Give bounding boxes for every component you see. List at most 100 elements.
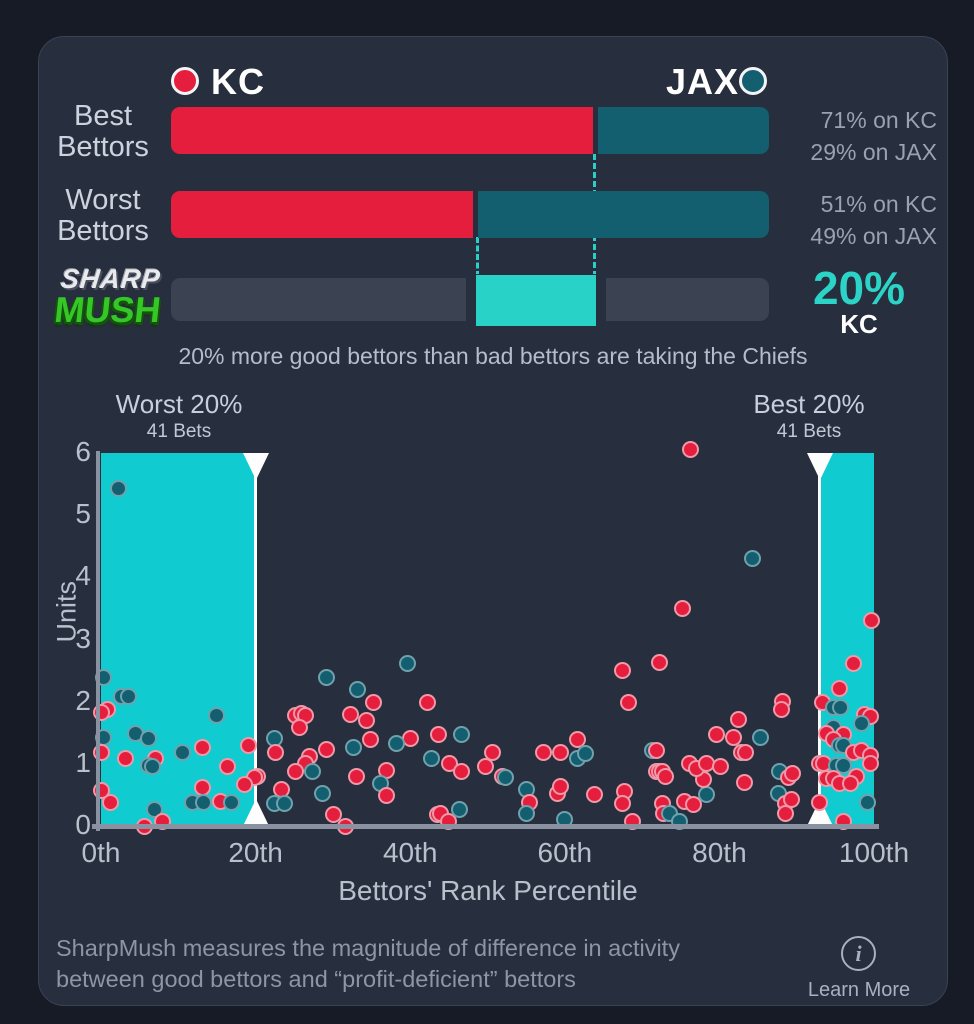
x-tick-40th: 40th (382, 837, 438, 868)
scatter-dot-kc (429, 726, 447, 744)
footer-line2: between good bettors and “profit-deficie… (56, 966, 576, 992)
scatter-plot (92, 441, 881, 835)
scatter-dot-jax (858, 793, 876, 811)
best-band-subtitle: 41 Bets (776, 421, 842, 442)
kc-legend-dot-icon (171, 67, 199, 95)
caption: 20% more good bettors than bad bettors a… (178, 343, 808, 369)
scatter-dot-kc (240, 737, 258, 755)
scatter-dot-kc (861, 755, 879, 773)
worst-bettors-kc-segment (171, 191, 474, 238)
worst-bettors-side-text: 51% on KC 49% on JAX (717, 188, 937, 252)
scatter-dot-kc (614, 662, 632, 680)
worst-bettors-label: Worst Bettors (57, 184, 149, 247)
info-icon[interactable]: i (841, 936, 876, 971)
best-bettors-jax-segment (598, 107, 769, 154)
worst-kc-pct-text: 51% on KC (820, 191, 937, 217)
scatter-dot-jax (314, 785, 332, 803)
worst-jax-pct-text: 49% on JAX (810, 223, 937, 249)
y-tick-6: 6 (75, 436, 91, 467)
y-tick-4: 4 (75, 560, 91, 592)
scatter-dot-kc (452, 762, 470, 780)
scatter-dot-jax (751, 729, 769, 747)
scatter-dot-jax (451, 801, 469, 819)
scatter-dot-kc (402, 729, 420, 747)
scatter-dot-kc (620, 694, 638, 712)
scatter-dot-jax (422, 749, 440, 767)
sharpmush-logo-bottom: MUSH (52, 288, 163, 330)
x-tick-80th: 80th (692, 837, 747, 868)
x-tick-0th: 0th (81, 837, 121, 868)
differential-segment (475, 275, 596, 326)
y-tick-1: 1 (75, 746, 91, 778)
scatter-dot-kc (685, 796, 703, 814)
x-axis-line (92, 824, 879, 829)
scatter-dot-kc (362, 731, 380, 749)
scatter-dot-kc (552, 777, 570, 795)
differential-team: KC (840, 309, 878, 339)
differential-value: 20% (812, 262, 906, 314)
scatter-dot-jax (276, 795, 294, 813)
scatter-dot-jax (144, 758, 162, 776)
scatter-dot-jax (697, 785, 715, 803)
dashed-line-51pct (476, 237, 479, 277)
scatter-dot-jax (832, 699, 850, 717)
scatter-dot-kc (772, 700, 790, 718)
scatter-dot-kc (782, 791, 800, 809)
scatter-dot-jax (345, 738, 363, 756)
scatter-dot-jax (303, 763, 321, 781)
worst-bettors-jax-segment (478, 191, 769, 238)
scatter-dot-jax (349, 681, 367, 699)
scatter-dot-kc (784, 764, 802, 782)
scatter-dot-kc (347, 767, 365, 785)
scatter-dot-kc (476, 757, 494, 775)
scatter-dot-kc (534, 743, 552, 761)
scatter-dot-kc (724, 729, 742, 747)
scatter-dot-kc (235, 775, 253, 793)
scatter-dot-kc (325, 806, 343, 824)
worst-band-handle[interactable] (254, 453, 258, 826)
scatter-dot-kc (569, 731, 587, 749)
worst-band-down-handle-icon[interactable] (242, 453, 269, 480)
scatter-dot-kc (101, 793, 119, 811)
kc-legend-label: KC (211, 61, 265, 102)
best-bettors-label: Best Bettors (57, 100, 149, 163)
scatter-dot-jax (110, 479, 128, 497)
best-band-handle[interactable] (818, 453, 822, 826)
scatter-dot-jax (853, 714, 871, 732)
y-tick-5: 5 (75, 498, 91, 530)
worst-band-up-handle-icon[interactable] (242, 799, 269, 826)
scatter-dot-kc (711, 757, 729, 775)
scatter-dot-jax (577, 745, 595, 763)
scatter-dot-kc (776, 805, 794, 823)
sharpmush-logo: SHARP MUSH (46, 264, 172, 330)
y-axis-title: Units (51, 580, 82, 643)
scatter-dot-jax (835, 756, 853, 774)
scatter-dot-kc (484, 743, 502, 761)
y-tick-2: 2 (75, 684, 91, 716)
scatter-dot-kc (613, 795, 631, 813)
y-axis-line (96, 451, 100, 831)
worst-bettors-bar (171, 191, 769, 238)
scatter-dot-kc (811, 793, 829, 811)
scatter-dot-jax (518, 805, 536, 823)
learn-more-link[interactable]: Learn More (807, 979, 911, 1001)
best-bettors-kc-segment (171, 107, 594, 154)
scatter-dot-kc (419, 694, 437, 712)
scatter-dot-jax (398, 655, 416, 673)
jax-legend-dot-icon (739, 67, 767, 95)
scatter-dot-kc (651, 654, 669, 671)
footer-description: SharpMush measures the magnitude of diff… (56, 933, 696, 995)
scatter-dot-kc (845, 655, 863, 673)
scatter-dot-jax (387, 735, 405, 753)
worst-band-title: Worst 20% (115, 389, 243, 419)
scatter-dot-jax (318, 668, 336, 686)
best-bettors-bar (171, 107, 769, 154)
best-jax-pct-text: 29% on JAX (810, 139, 937, 165)
scatter-dot-kc (730, 710, 748, 728)
x-axis-title: Bettors' Rank Percentile (338, 875, 638, 906)
jax-legend-label: JAX (665, 61, 739, 102)
scatter-dot-kc (219, 757, 237, 775)
best-bettors-side-text: 71% on KC 29% on JAX (717, 104, 937, 168)
best-band-down-handle-icon[interactable] (806, 453, 833, 480)
